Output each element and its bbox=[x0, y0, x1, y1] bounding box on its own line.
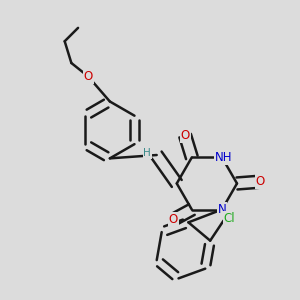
Text: O: O bbox=[181, 129, 190, 142]
Text: O: O bbox=[169, 213, 178, 226]
Text: O: O bbox=[83, 70, 93, 83]
Text: NH: NH bbox=[215, 151, 232, 164]
Text: Cl: Cl bbox=[224, 212, 236, 225]
Text: O: O bbox=[256, 175, 265, 188]
Text: N: N bbox=[218, 203, 226, 216]
Text: H: H bbox=[143, 148, 151, 158]
